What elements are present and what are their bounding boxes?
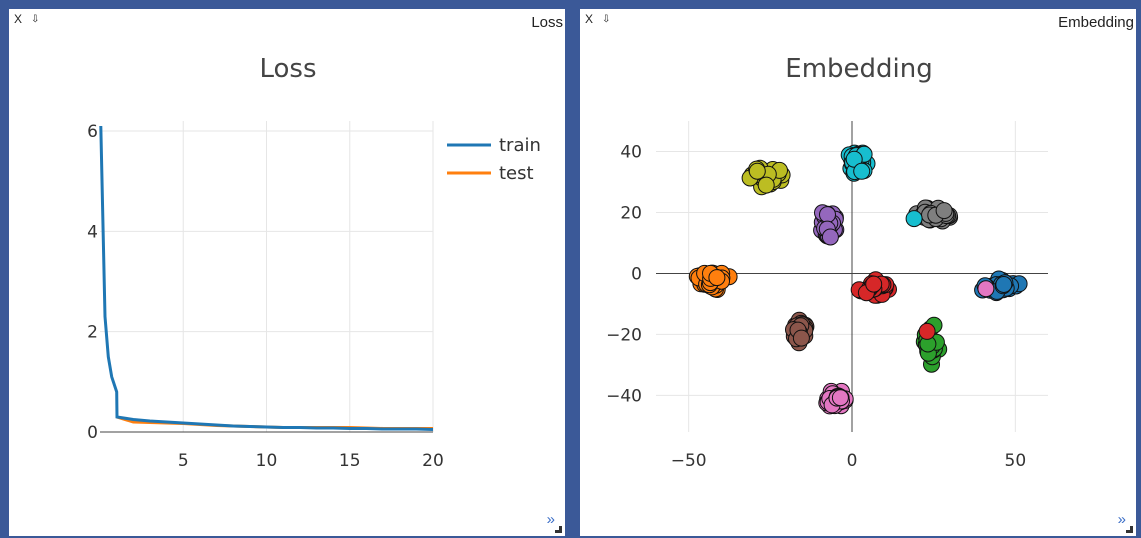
scatter-point: [831, 389, 849, 407]
scatter-point: [845, 150, 863, 168]
loss-chart: Loss 5 10 15 20 0 2 4 6 train test: [87, 54, 541, 471]
expand-button[interactable]: »: [546, 511, 555, 528]
scatter-point: [821, 228, 839, 246]
scatter-point: [708, 269, 726, 287]
pane-controls: X ⇩: [585, 12, 610, 26]
pane-controls: X ⇩: [14, 12, 39, 26]
embedding-pane: X ⇩ Embedding Embedding −50 0 50 −40 −20 0 20 4…: [580, 9, 1136, 536]
scatter-point: [935, 202, 953, 220]
scatter-point: [819, 206, 836, 224]
scatter-point: [977, 280, 995, 298]
y-tick-label: 40: [620, 142, 642, 162]
y-tick-label: −40: [606, 386, 642, 406]
loss-pane: X ⇩ Loss Loss 5 10 15 20 0 2 4 6 train test »: [9, 9, 565, 536]
y-tick-label: 2: [87, 323, 98, 343]
embedding-chart: Embedding −50 0 50 −40 −20 0 20 40: [606, 54, 1048, 471]
close-button[interactable]: X: [585, 12, 594, 26]
y-tick-label: 6: [87, 122, 98, 142]
x-tick-label: 5: [178, 451, 189, 471]
resize-handle[interactable]: [555, 526, 562, 533]
scatter-point: [905, 210, 923, 228]
y-tick-label: 20: [620, 203, 642, 223]
scatter-point: [865, 275, 883, 293]
x-tick-label: 20: [422, 451, 444, 471]
close-button[interactable]: X: [14, 12, 23, 26]
scatter-point: [995, 276, 1013, 293]
pane-title: Embedding: [1058, 14, 1134, 31]
x-tick-label: 0: [847, 451, 858, 471]
download-icon[interactable]: ⇩: [602, 13, 611, 25]
pane-title: Loss: [531, 14, 563, 31]
scatter-point: [757, 176, 775, 194]
x-tick-label: 10: [256, 451, 278, 471]
chart-title: Embedding: [785, 54, 932, 84]
series-line-train: [99, 125, 434, 431]
resize-handle[interactable]: [1126, 526, 1133, 533]
y-tick-label: 0: [87, 423, 98, 443]
x-tick-label: −50: [671, 451, 707, 471]
scatter-point: [748, 162, 766, 180]
scatter-point: [792, 329, 810, 347]
legend-label: train: [499, 135, 541, 156]
scatter-point: [918, 322, 936, 340]
x-tick-label: 15: [339, 451, 361, 471]
x-tick-label: 50: [1005, 451, 1027, 471]
expand-button[interactable]: »: [1117, 511, 1126, 528]
y-tick-label: −20: [606, 325, 642, 345]
y-tick-label: 4: [87, 222, 98, 242]
chart-title: Loss: [259, 54, 316, 84]
scatter-point: [853, 162, 871, 180]
download-icon[interactable]: ⇩: [31, 13, 40, 25]
legend-label: test: [499, 163, 534, 184]
y-tick-label: 0: [631, 264, 642, 284]
